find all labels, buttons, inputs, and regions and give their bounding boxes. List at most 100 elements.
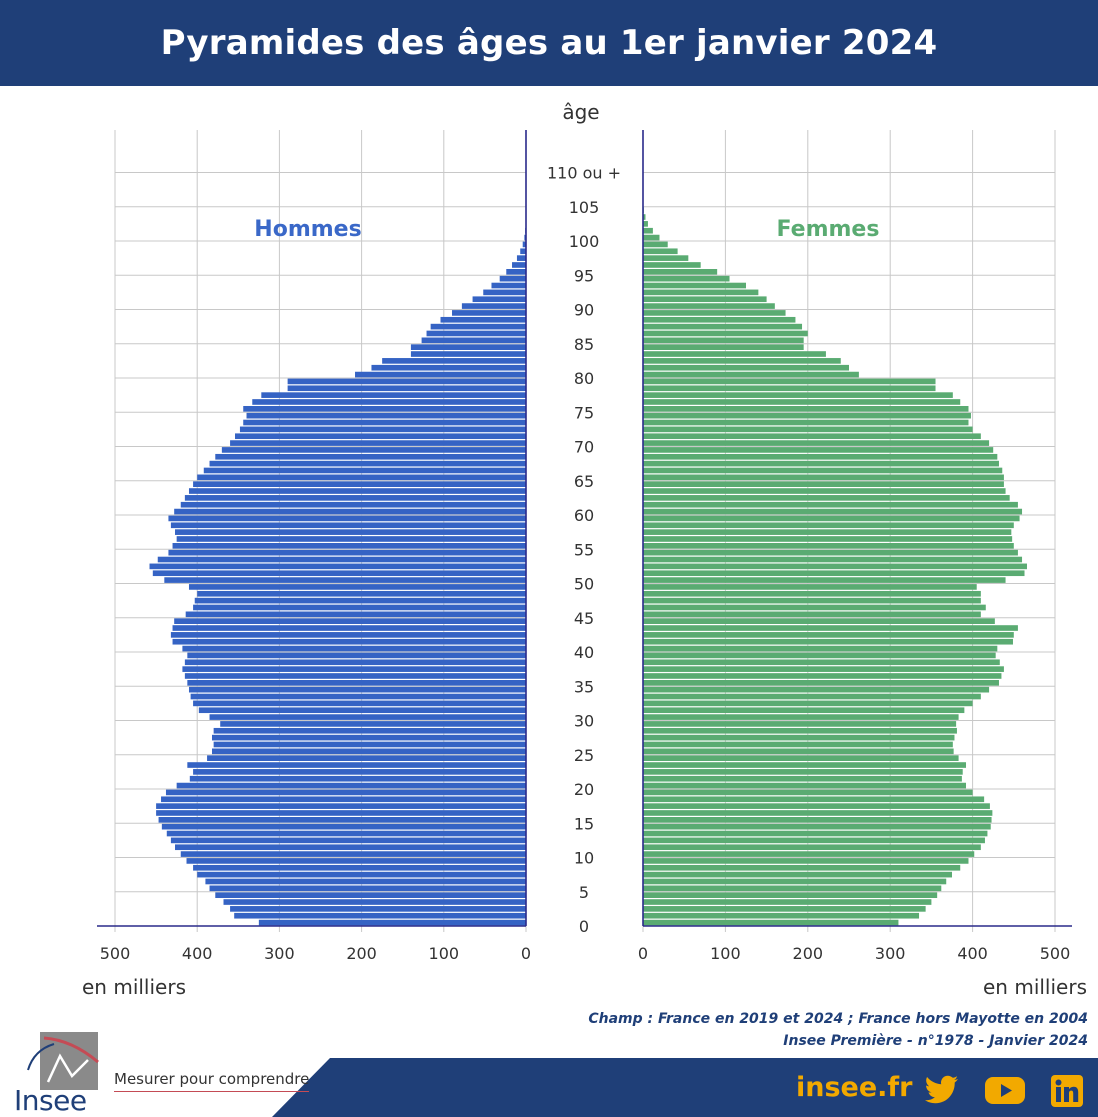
bar-hommes [524,234,526,241]
website-link[interactable]: insee.fr [796,1072,913,1103]
bar-hommes [472,296,526,303]
bar-femmes [643,652,996,659]
bar-femmes [643,823,991,830]
bar-hommes [207,755,526,761]
bar-hommes [520,248,526,255]
bar-hommes [516,255,526,261]
bar-femmes [643,912,920,919]
x-tick-label-right: 100 [710,944,741,963]
bar-hommes [230,440,526,446]
bar-hommes [184,673,526,679]
bar-hommes [186,858,526,864]
bar-femmes [643,721,957,727]
bar-hommes [197,590,526,597]
bar-femmes [643,412,971,419]
bar-femmes [643,447,994,453]
bar-femmes [643,385,936,392]
bar-femmes [643,227,653,234]
bar-hommes [215,453,526,460]
legend-hommes: Hommes [254,217,361,242]
bar-femmes [643,741,953,748]
bar-femmes [643,837,985,844]
bar-femmes [643,364,849,371]
bar-hommes [172,625,527,631]
youtube-icon[interactable] [984,1074,1026,1106]
bar-femmes [643,584,977,590]
bar-femmes [643,481,1004,487]
bar-hommes [168,549,526,556]
bar-hommes [452,310,526,316]
bar-femmes [643,440,990,446]
bar-hommes [213,727,526,734]
age-tick-label: 50 [574,575,594,594]
bar-hommes [430,323,526,330]
bar-hommes [382,358,526,364]
bar-hommes [258,919,526,926]
bar-femmes [643,378,936,385]
bar-femmes [643,618,995,624]
bar-femmes [643,399,961,405]
bar-femmes [643,549,1018,556]
bar-hommes [166,830,526,837]
bar-hommes [440,316,526,323]
bar-femmes [643,632,1014,638]
bar-hommes [170,837,526,844]
bar-femmes [643,693,981,700]
bar-femmes [643,248,678,255]
bar-hommes [205,878,527,885]
bar-hommes [156,803,526,809]
bar-hommes [426,330,526,337]
bar-hommes [157,556,526,563]
bar-femmes [643,919,899,926]
x-tick-label-left: 300 [264,944,295,963]
age-tick-label: 75 [574,403,594,422]
bar-hommes [170,632,526,638]
bar-hommes [220,721,526,727]
bar-femmes [643,604,986,611]
linkedin-icon[interactable] [1050,1074,1084,1108]
bar-femmes [643,241,668,248]
bars-femmes [643,200,1027,926]
twitter-icon[interactable] [924,1074,960,1106]
age-tick-label: 90 [574,301,594,320]
bar-femmes [643,666,1004,672]
age-tick-label: 85 [574,335,594,354]
x-tick-label-right: 500 [1040,944,1071,963]
bar-hommes [176,782,526,789]
bar-femmes [643,269,718,275]
bar-femmes [643,337,804,344]
bar-femmes [643,673,1002,679]
age-tick-label: 20 [574,780,594,799]
bar-femmes [643,851,975,857]
x-tick-label-left: 0 [521,944,531,963]
bar-femmes [643,734,955,741]
bar-femmes [643,467,1003,474]
bar-hommes [211,748,526,755]
bar-femmes [643,645,998,652]
bar-femmes [643,495,1010,501]
bar-femmes [643,214,646,220]
bar-hommes [180,851,526,857]
bar-femmes [643,892,938,898]
x-tick-label-right: 300 [875,944,906,963]
bar-femmes [643,899,932,905]
insee-brand-text: Insee [14,1084,87,1117]
bar-hommes [182,645,527,652]
bar-femmes [643,371,859,378]
bar-hommes [197,474,526,481]
bar-hommes [246,412,526,419]
bar-femmes [643,392,953,398]
bar-hommes [190,693,526,700]
bar-hommes [223,899,526,905]
x-tick-label-right: 0 [638,944,648,963]
bar-femmes [643,501,1018,508]
bar-femmes [643,289,759,296]
bar-femmes [643,885,942,892]
bar-femmes [643,830,988,837]
bar-hommes [170,522,526,529]
bar-hommes [261,392,526,398]
bar-hommes [197,871,526,878]
bar-hommes [187,652,526,659]
bar-femmes [643,310,786,316]
bar-hommes [165,789,527,796]
